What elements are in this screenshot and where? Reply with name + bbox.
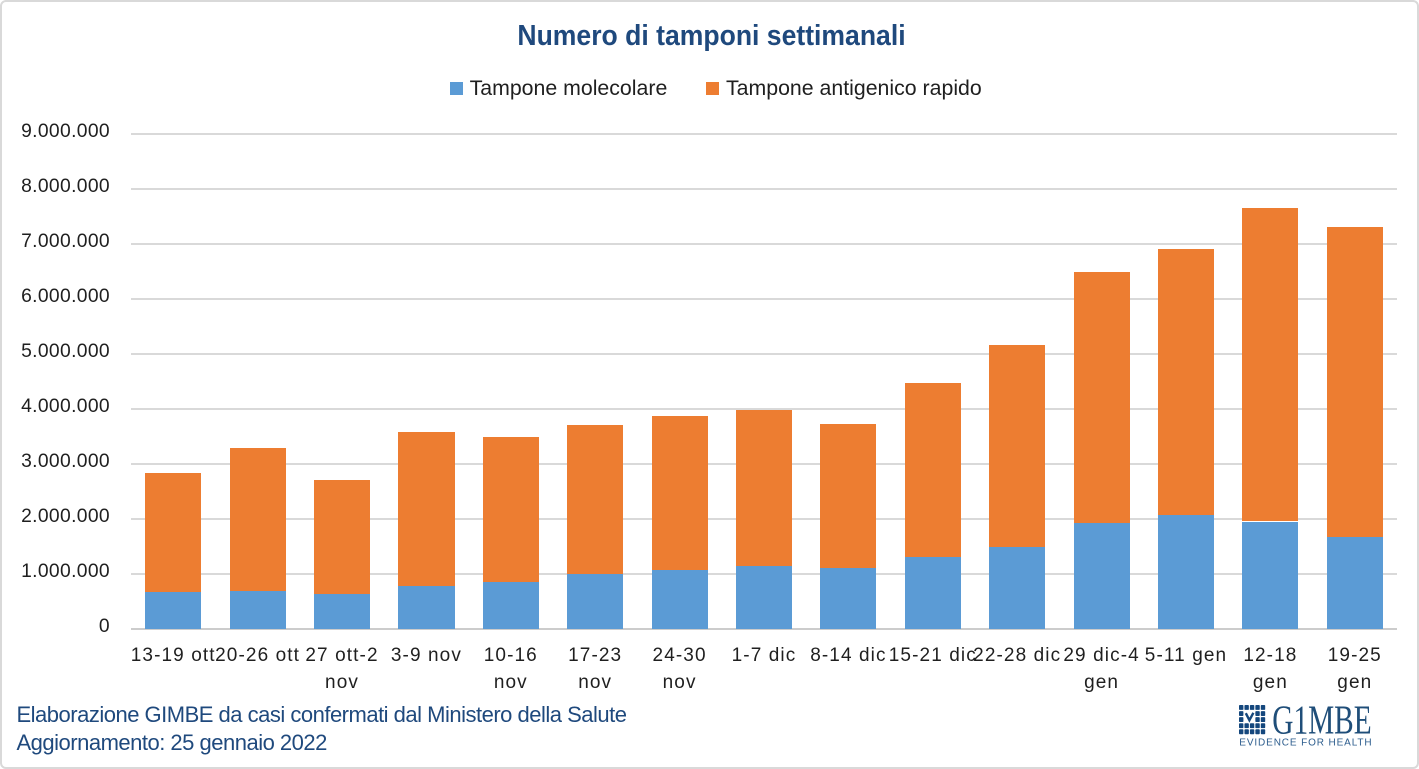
svg-text:G1MBE: G1MBE (1272, 703, 1371, 743)
svg-text:EVIDENCE FOR HEALTH: EVIDENCE FOR HEALTH (1239, 738, 1372, 749)
